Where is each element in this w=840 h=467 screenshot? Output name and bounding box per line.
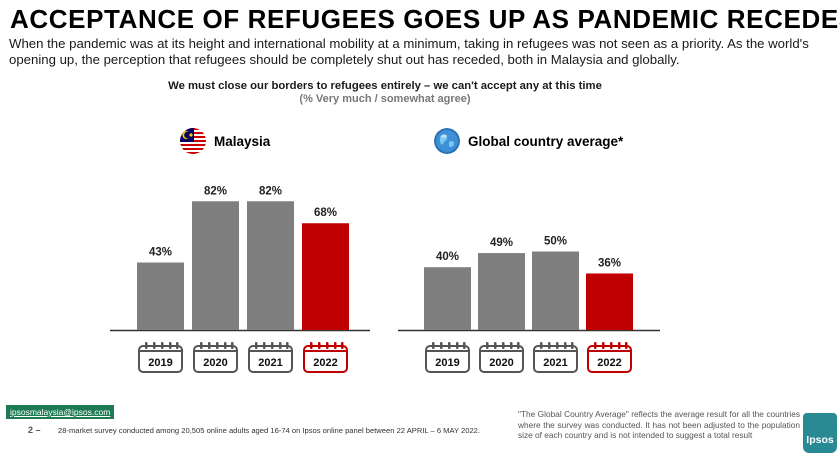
calendar-ring bbox=[263, 342, 266, 349]
calendar-ring bbox=[169, 342, 172, 349]
calendar-ring bbox=[486, 342, 489, 349]
value-label-2020: 49% bbox=[490, 237, 513, 249]
bar-2020 bbox=[478, 253, 525, 330]
value-label-2022: 68% bbox=[314, 207, 337, 219]
calendar-ring bbox=[440, 342, 443, 349]
calendar-ring bbox=[594, 342, 597, 349]
calendar-ring bbox=[318, 342, 321, 349]
calendar-ring bbox=[510, 342, 513, 349]
survey-footnote: 28-market survey conducted among 20,505 … bbox=[58, 426, 481, 435]
bar-2022 bbox=[302, 223, 349, 330]
calendar-ring bbox=[448, 342, 451, 349]
calendar-ring bbox=[310, 342, 313, 349]
calendar-ring bbox=[176, 342, 179, 349]
calendar-ring bbox=[286, 342, 289, 349]
calendar-ring bbox=[161, 342, 164, 349]
value-label-2021: 82% bbox=[259, 185, 282, 197]
calendar-icon bbox=[533, 345, 578, 373]
contact-email-link[interactable]: ipsosmalaysia@ipsos.com bbox=[6, 405, 115, 419]
year-label-2019: 2019 bbox=[148, 357, 172, 369]
calendar-ring bbox=[279, 342, 282, 349]
calendar-ring bbox=[540, 342, 543, 349]
page-number: 2 – bbox=[28, 425, 41, 435]
calendar-ring bbox=[326, 342, 329, 349]
year-label-2021: 2021 bbox=[543, 357, 567, 369]
year-label-2020: 2020 bbox=[203, 357, 227, 369]
value-label-2020: 82% bbox=[204, 185, 227, 197]
calendar-ring bbox=[610, 342, 613, 349]
year-label-2020: 2020 bbox=[489, 357, 513, 369]
bar-2021 bbox=[532, 251, 579, 330]
bar-2022 bbox=[586, 273, 633, 330]
year-label-2022: 2022 bbox=[597, 357, 621, 369]
calendar-ring bbox=[224, 342, 227, 349]
calendar-ring bbox=[517, 342, 520, 349]
year-label-2022: 2022 bbox=[313, 357, 337, 369]
panel-title-global: Global country average* bbox=[468, 133, 624, 149]
calendar-ring bbox=[153, 342, 156, 349]
calendar-ring bbox=[618, 342, 621, 349]
globe-icon bbox=[434, 128, 460, 154]
bar-2019 bbox=[137, 262, 184, 330]
panel-header-global: Global country average* bbox=[434, 128, 623, 154]
calendar-ring bbox=[145, 342, 148, 349]
calendar-ring bbox=[502, 342, 505, 349]
gca-note: "The Global Country Average" reflects th… bbox=[518, 409, 800, 440]
value-label-2021: 50% bbox=[544, 236, 567, 248]
calendar-icon bbox=[425, 345, 470, 373]
chart-question: We must close our borders to refugees en… bbox=[168, 80, 602, 92]
ipsos-logo: Ipsos bbox=[803, 413, 837, 453]
value-label-2022: 36% bbox=[598, 257, 621, 269]
panel-title-malaysia: Malaysia bbox=[214, 133, 271, 149]
page-subtitle: When the pandemic was at its height and … bbox=[9, 36, 809, 67]
year-label-2019: 2019 bbox=[435, 357, 459, 369]
calendar-ring bbox=[602, 342, 605, 349]
calendar-icon bbox=[138, 345, 183, 373]
calendar-ring bbox=[456, 342, 459, 349]
calendar-ring bbox=[208, 342, 211, 349]
calendar-ring bbox=[334, 342, 337, 349]
calendar-icon bbox=[193, 345, 238, 373]
calendar-icon bbox=[248, 345, 293, 373]
bar-2019 bbox=[424, 267, 471, 330]
calendar-ring bbox=[548, 342, 551, 349]
page-title: ACCEPTANCE OF REFUGEES GOES UP AS PANDEM… bbox=[10, 4, 840, 34]
value-label-2019: 40% bbox=[436, 251, 459, 263]
malaysia-flag-icon bbox=[180, 128, 206, 154]
calendar-ring bbox=[200, 342, 203, 349]
year-label-2021: 2021 bbox=[258, 357, 282, 369]
calendar-ring bbox=[432, 342, 435, 349]
calendar-icon bbox=[587, 345, 632, 373]
value-label-2019: 43% bbox=[149, 246, 172, 258]
calendar-ring bbox=[571, 342, 574, 349]
calendar-icon bbox=[479, 345, 524, 373]
calendar-ring bbox=[494, 342, 497, 349]
calendar-ring bbox=[216, 342, 219, 349]
chart-question-sub: (% Very much / somewhat agree) bbox=[299, 93, 471, 105]
bar-2021 bbox=[247, 201, 294, 330]
calendar-icon bbox=[303, 345, 348, 373]
panel-header-malaysia: Malaysia bbox=[180, 128, 270, 154]
calendar-ring bbox=[463, 342, 466, 349]
calendar-ring bbox=[255, 342, 258, 349]
calendar-ring bbox=[231, 342, 234, 349]
calendar-ring bbox=[271, 342, 274, 349]
calendar-ring bbox=[625, 342, 628, 349]
calendar-ring bbox=[564, 342, 567, 349]
calendar-ring bbox=[556, 342, 559, 349]
bar-2020 bbox=[192, 201, 239, 330]
calendar-ring bbox=[341, 342, 344, 349]
